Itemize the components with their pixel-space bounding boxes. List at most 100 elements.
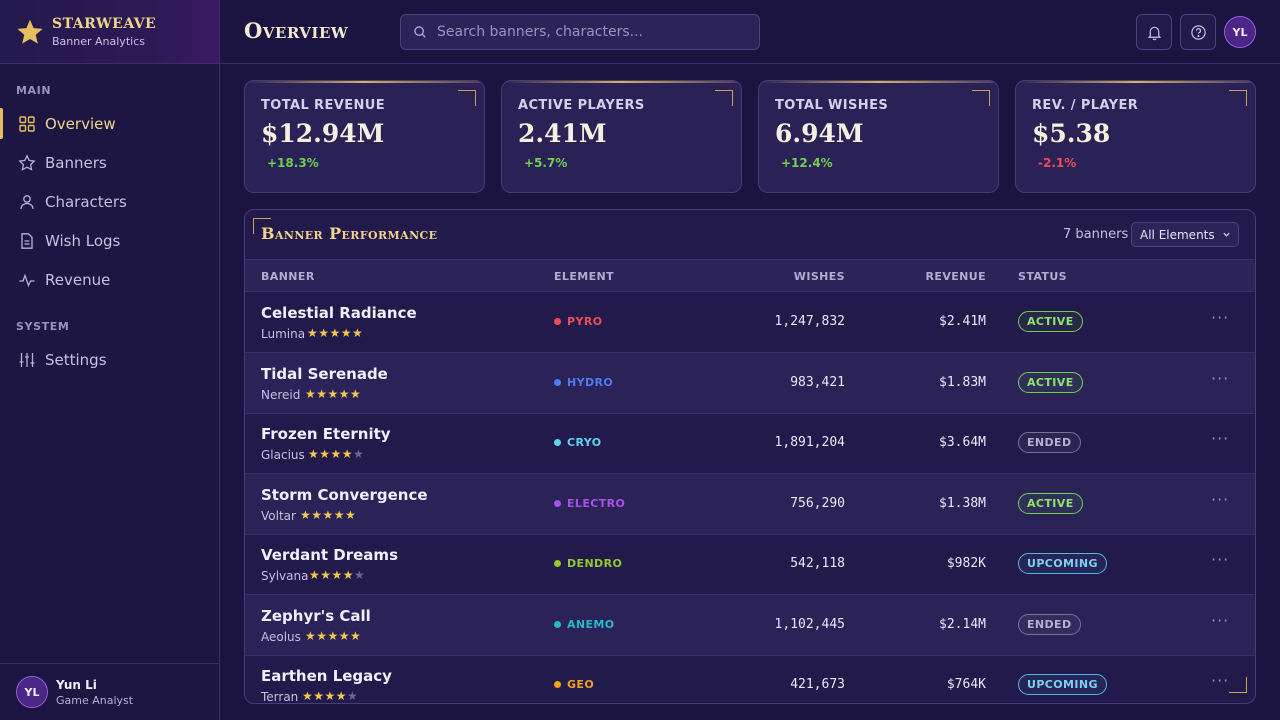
wishes-value: 542,118 [790,556,845,571]
element-tag: DENDRO [554,557,622,570]
more-options-icon[interactable]: ··· [1211,429,1230,448]
stat-card-revenue-per-player: REV. / PLAYER $5.38 -2.1% [1015,80,1256,193]
column-header-revenue[interactable]: REVENUE [925,270,986,283]
stat-value: $5.38 [1032,119,1111,148]
character-name: Sylvana [261,569,309,583]
rarity-stars: ★★★★★ [307,326,363,340]
status-badge: ENDED [1018,613,1081,635]
rarity-stars-filled: ★★★★ [308,447,354,461]
corner-ornament [972,90,990,106]
panel-title: Banner Performance [261,224,438,243]
element-label: HYDRO [567,375,614,389]
table-row[interactable]: Frozen Eternity Glacius ★★★★★ CRYO 1,891,204… [245,413,1255,474]
element-dot-icon [554,318,561,325]
sidebar-item-settings[interactable]: Settings [0,340,219,379]
filter-value: All Elements [1140,227,1215,242]
corner-ornament [1229,90,1247,106]
element-filter-select[interactable]: All Elements [1131,222,1239,247]
table-row[interactable]: Tidal Serenade Nereid ★★★★★ HYDRO 983,421 $1.… [245,352,1255,414]
rarity-stars: ★★★★★ [300,508,356,522]
status-badge: UPCOMING [1018,553,1107,574]
element-tag: ANEMO [554,618,615,631]
header-avatar[interactable]: YL [1224,16,1256,48]
notifications-button[interactable] [1136,14,1172,50]
sliders-icon [19,352,35,367]
table-row[interactable]: Celestial Radiance Lumina ★★★★★ PYRO 1,247,8… [245,292,1255,353]
revenue-value: $982K [946,556,986,571]
wishes-value: 1,247,832 [774,314,845,329]
search-icon [414,26,426,38]
column-header-status[interactable]: STATUS [1018,270,1067,283]
banner-name[interactable]: Zephyr's Call [261,606,371,625]
wishes-value: 1,891,204 [774,435,845,450]
sidebar-item-label: Overview [45,114,116,133]
corner-ornament [458,90,476,106]
brand: STARWEAVE Banner Analytics [0,0,219,64]
status-badge: ACTIVE [1018,492,1083,514]
sidebar-item-characters[interactable]: Characters [0,182,219,221]
stat-card-total-wishes: TOTAL WISHES 6.94M +12.4% [758,80,999,193]
more-options-icon[interactable]: ··· [1211,489,1230,509]
element-tag: PYRO [554,315,602,328]
rarity-stars-filled: ★★★★★ [300,507,357,522]
search-input[interactable] [437,24,759,40]
stat-card-total-revenue: TOTAL REVENUE $12.94M +18.3% [244,80,485,193]
more-options-icon[interactable]: ··· [1211,308,1230,327]
brand-subtitle: Banner Analytics [52,34,145,48]
banner-name[interactable]: Earthen Legacy [261,667,392,685]
wishes-value: 1,102,445 [774,616,845,632]
banner-name[interactable]: Tidal Serenade [261,364,388,383]
element-dot-icon [554,378,561,386]
banner-name[interactable]: Frozen Eternity [261,425,391,443]
status-badge: ACTIVE [1018,371,1083,393]
corner-ornament [1229,677,1247,693]
sidebar-item-wish-logs[interactable]: Wish Logs [0,221,219,260]
wishes-value: 421,673 [790,677,845,692]
column-header-wishes[interactable]: WISHES [793,270,845,283]
stat-card-active-players: ACTIVE PLAYERS 2.41M +5.7% [501,80,742,193]
rarity-stars-empty: ★ [353,447,365,461]
more-options-icon[interactable]: ··· [1211,610,1230,630]
rarity-stars: ★★★★★ [305,629,361,643]
element-tag: GEO [554,678,594,691]
table-row[interactable]: Zephyr's Call Aeolus ★★★★★ ANEMO 1,102,445 $2… [245,594,1255,656]
stat-value: 6.94M [775,119,864,148]
element-label: GEO [567,678,595,691]
wishes-value: 756,290 [790,495,845,511]
sidebar-item-label: Revenue [45,270,111,289]
element-label: ANEMO [567,617,615,631]
stat-delta: +18.3% [267,156,319,170]
sidebar-item-revenue[interactable]: Revenue [0,260,219,299]
table-row[interactable]: Verdant Dreams Sylvana ★★★★★ DENDRO 542,118 $… [245,534,1255,595]
revenue-value: $764K [946,677,986,692]
bell-icon [1147,26,1161,40]
sidebar-item-banners[interactable]: Banners [0,143,219,182]
wishes-value: 983,421 [790,374,845,390]
element-dot-icon [554,499,561,507]
element-label: PYRO [567,315,603,328]
element-label: DENDRO [567,557,623,570]
column-header-banner[interactable]: BANNER [261,270,315,283]
sidebar: STARWEAVE Banner Analytics MAIN Overview… [0,0,220,720]
banner-name[interactable]: Verdant Dreams [261,546,398,564]
nav-section-system: SYSTEM [16,320,70,333]
character-name: Nereid [261,387,301,402]
banner-name[interactable]: Storm Convergence [261,485,428,504]
element-tag: ELECTRO [554,497,625,510]
stat-delta: +12.4% [781,156,833,170]
table-row[interactable]: Earthen Legacy Terran ★★★★★ GEO 421,673 $764K… [245,655,1255,703]
more-options-icon[interactable]: ··· [1211,671,1230,690]
current-user[interactable]: YL Yun Li Game Analyst [0,663,219,720]
column-header-element[interactable]: ELEMENT [554,270,615,283]
banner-name[interactable]: Celestial Radiance [261,304,417,322]
table-row[interactable]: Storm Convergence Voltar ★★★★★ ELECTRO 756,2… [245,473,1255,535]
sidebar-item-overview[interactable]: Overview [0,104,219,143]
character-name: Lumina [261,327,306,341]
more-options-icon[interactable]: ··· [1211,368,1230,388]
nav-section-main: MAIN [16,84,52,97]
user-icon [20,194,34,209]
search-box[interactable] [400,14,760,50]
more-options-icon[interactable]: ··· [1211,550,1230,569]
help-button[interactable] [1180,14,1216,50]
element-dot-icon [554,681,561,688]
